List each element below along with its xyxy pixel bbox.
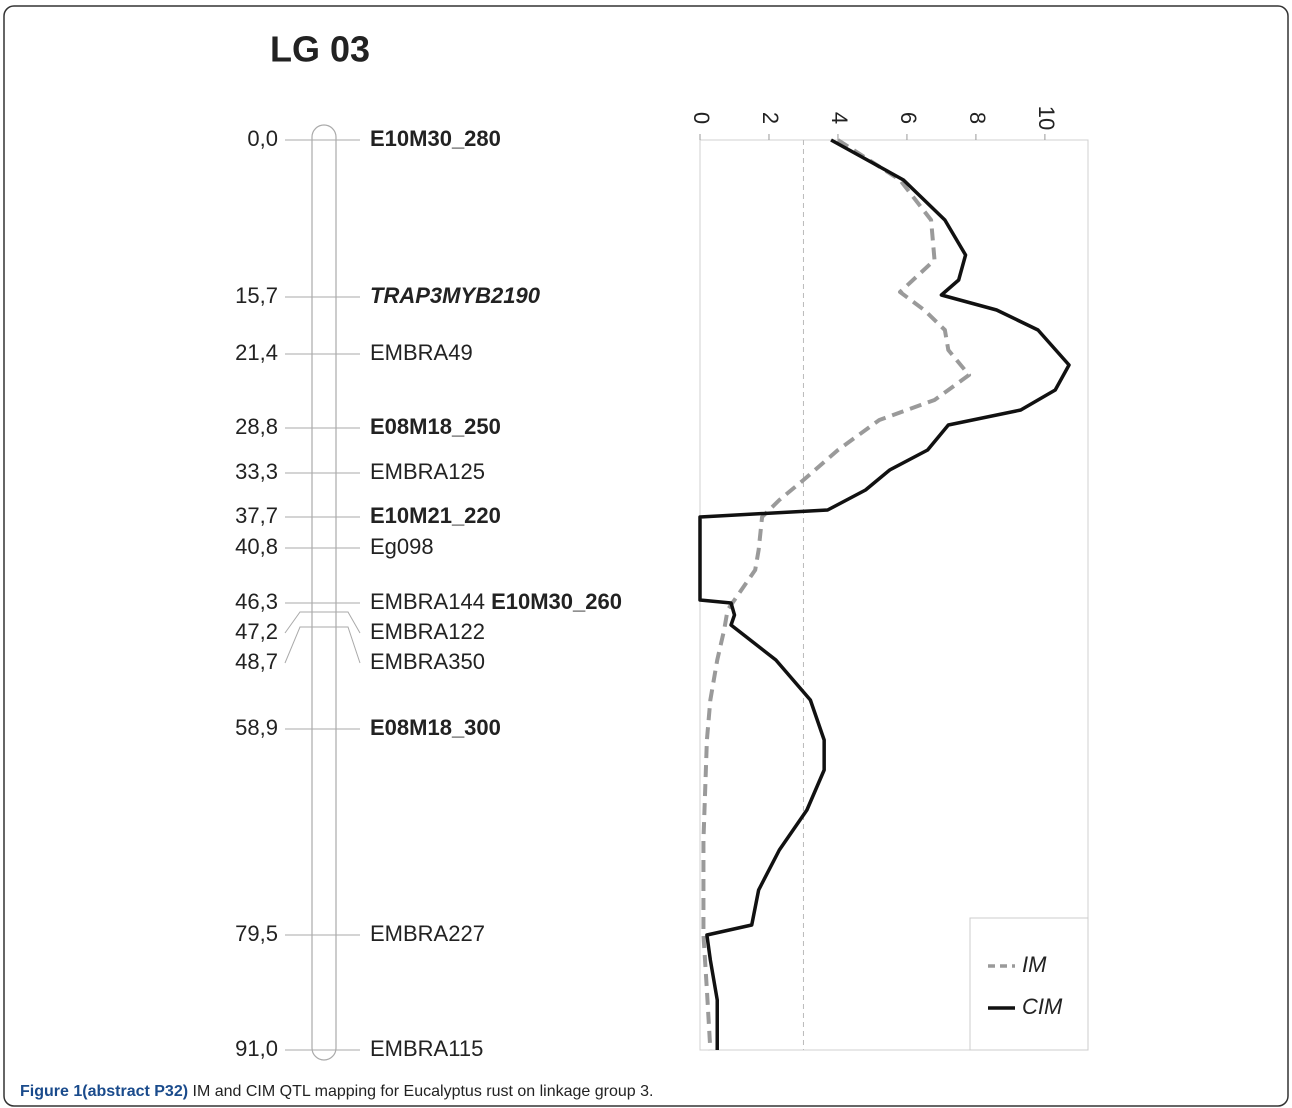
marker-position: 48,7	[235, 649, 278, 674]
x-tick-label: 6	[896, 112, 921, 124]
marker-name-group: E10M21_220	[370, 503, 501, 528]
marker-line	[284, 626, 361, 664]
marker-name: E10M30_260	[491, 589, 622, 614]
marker-position: 37,7	[235, 503, 278, 528]
marker-position: 91,0	[235, 1036, 278, 1061]
marker-position: 40,8	[235, 534, 278, 559]
marker-position: 0,0	[247, 126, 278, 151]
caption: Figure 1(abstract P32) IM and CIM QTL ma…	[20, 1083, 653, 1100]
marker-name-group: TRAP3MYB2190	[370, 283, 541, 308]
marker-position: 46,3	[235, 589, 278, 614]
lod-curve	[701, 138, 972, 1051]
marker-name: E10M21_220	[370, 503, 501, 528]
marker-name: EMBRA125	[370, 459, 485, 484]
marker-name: EMBRA144	[370, 589, 485, 614]
legend-box	[969, 917, 1089, 1051]
x-tick-label: 10	[1034, 106, 1059, 130]
marker-name-group: EMBRA125	[370, 459, 485, 484]
marker-name: E08M18_300	[370, 715, 501, 740]
chromosome-bar	[311, 124, 337, 1061]
marker-name: Eg098	[370, 534, 434, 559]
marker-name-group: EMBRA49	[370, 340, 473, 365]
marker-name: EMBRA227	[370, 921, 485, 946]
marker-position: 79,5	[235, 921, 278, 946]
marker-name-group: EMBRA144 E10M30_260	[370, 589, 622, 614]
marker-position: 47,2	[235, 619, 278, 644]
marker-position: 15,7	[235, 283, 278, 308]
chart-title: LG 03	[270, 29, 370, 70]
x-tick-label: 2	[758, 112, 783, 124]
marker-position: 21,4	[235, 340, 278, 365]
figure-frame	[3, 5, 1289, 1107]
marker-position: 28,8	[235, 414, 278, 439]
marker-name: EMBRA122	[370, 619, 485, 644]
marker-name-group: Eg098	[370, 534, 434, 559]
marker-name: TRAP3MYB2190	[370, 283, 541, 308]
x-tick-label: 8	[965, 112, 990, 124]
marker-name-group: E08M18_250	[370, 414, 501, 439]
lod-curve	[698, 138, 1071, 1050]
marker-name-group: E08M18_300	[370, 715, 501, 740]
marker-name: EMBRA49	[370, 340, 473, 365]
legend-label: CIM	[1022, 994, 1063, 1019]
marker-name: EMBRA350	[370, 649, 485, 674]
marker-line	[284, 611, 361, 634]
marker-name-group: EMBRA122	[370, 619, 485, 644]
marker-name: E10M30_280	[370, 126, 501, 151]
marker-position: 33,3	[235, 459, 278, 484]
caption-label: Figure 1(abstract P32)	[20, 1083, 188, 1100]
x-tick-label: 4	[827, 112, 852, 124]
marker-name: EMBRA115	[370, 1036, 483, 1061]
marker-position: 58,9	[235, 715, 278, 740]
legend-label: IM	[1022, 952, 1047, 977]
caption-text: IM and CIM QTL mapping for Eucalyptus ru…	[188, 1083, 653, 1100]
marker-name-group: EMBRA115	[370, 1036, 483, 1061]
marker-name-group: EMBRA350	[370, 649, 485, 674]
x-tick-label: 0	[689, 112, 714, 124]
plot-frame	[699, 139, 1089, 1051]
marker-name-group: EMBRA227	[370, 921, 485, 946]
marker-name-group: E10M30_280	[370, 126, 501, 151]
marker-name: E08M18_250	[370, 414, 501, 439]
